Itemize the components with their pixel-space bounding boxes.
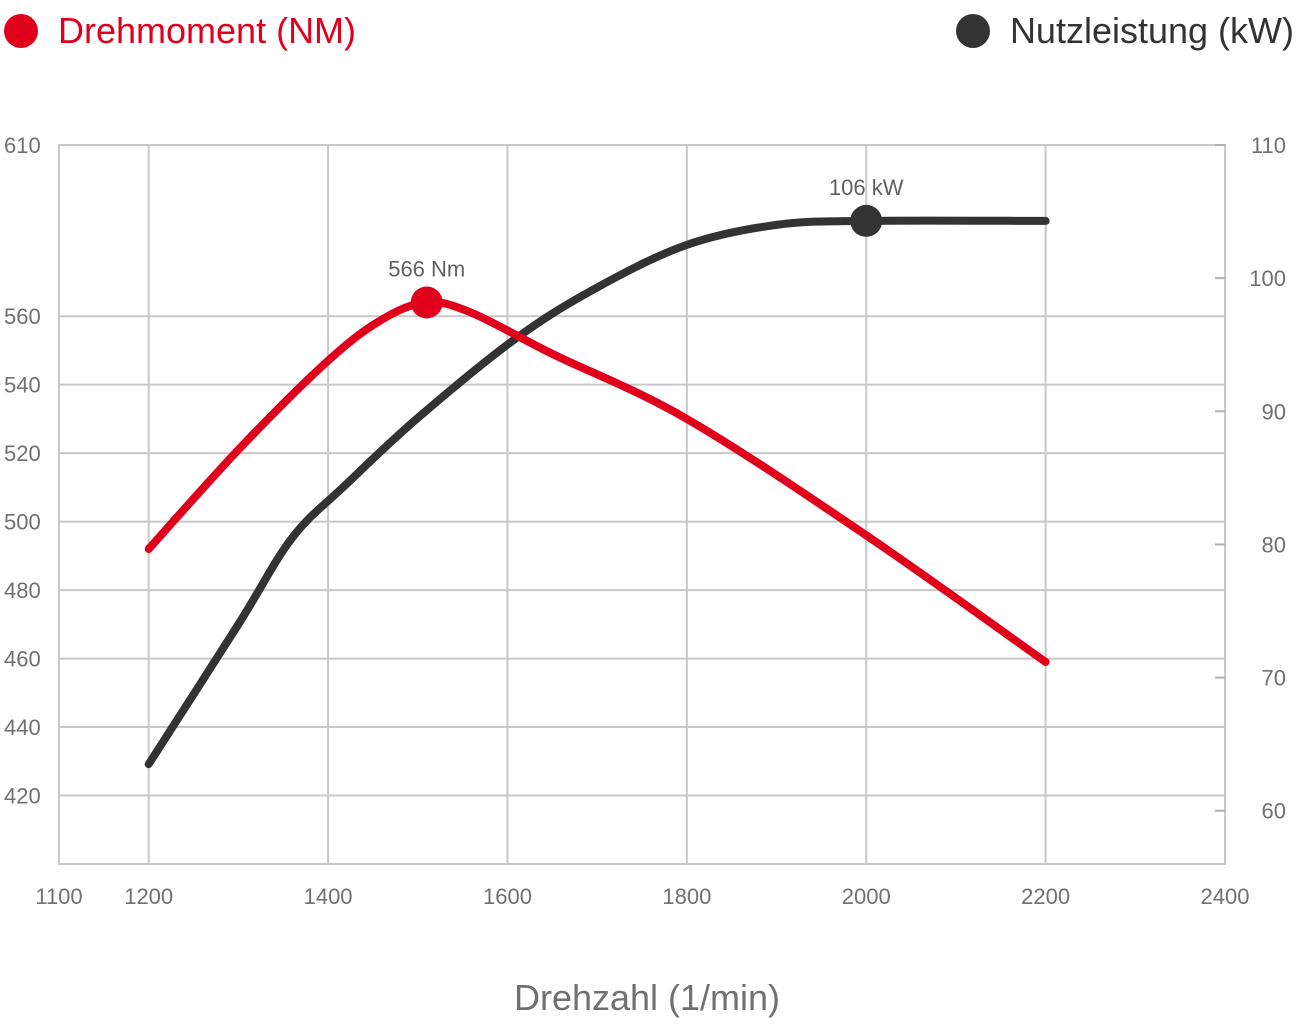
y-left-tick-label: 460: [4, 647, 41, 672]
x-tick-label: 1200: [124, 884, 173, 909]
y-left-tick-label: 520: [4, 441, 41, 466]
x-tick-label: 2400: [1201, 884, 1250, 909]
y-right-tick-label: 100: [1249, 266, 1286, 291]
y-right-tick-label: 60: [1262, 799, 1286, 824]
y-left-tick-label: 440: [4, 715, 41, 740]
y-right-tick-label: 110: [1251, 133, 1286, 158]
x-tick-label: 2200: [1021, 884, 1070, 909]
torque-peak-marker: [410, 286, 443, 319]
plot-frame: [58, 144, 1226, 865]
legend-torque-label: Drehmoment (NM): [58, 10, 357, 51]
y-left-tick-label: 560: [4, 304, 41, 329]
x-tick-label: 2000: [842, 884, 891, 909]
x-tick-label: 1400: [304, 884, 353, 909]
power-peak-marker: [850, 204, 883, 237]
legend-torque-dot-icon: [4, 14, 38, 48]
y-right-tick-label: 80: [1262, 532, 1286, 557]
y-left-tick-label: 540: [4, 373, 41, 398]
x-axis-title: Drehzahl (1/min): [514, 977, 780, 1018]
legend-power-dot-icon: [955, 14, 990, 48]
y-left-tick-label: 500: [4, 510, 41, 535]
y-right-tick-label: 70: [1262, 666, 1286, 691]
legend-item-power: Nutzleistung (kW): [955, 10, 1294, 52]
power-line: [144, 216, 1050, 769]
torque-line: [144, 298, 1050, 666]
legend-item-torque: Drehmoment (NM): [4, 10, 356, 52]
power-peak-label: 106 kW: [829, 175, 904, 200]
x-tick-label: 1100: [35, 884, 82, 909]
legend-power-label: Nutzleistung (kW): [1009, 10, 1294, 51]
y-left-tick-label: 420: [4, 784, 41, 809]
y-left-tick-label: 610: [4, 133, 41, 158]
y-right-tick-label: 90: [1262, 399, 1286, 424]
x-tick-label: 1800: [662, 884, 711, 909]
y-left-tick-label: 480: [4, 578, 41, 603]
torque-peak-label: 566 Nm: [388, 256, 465, 281]
x-tick-label: 1600: [483, 884, 532, 909]
